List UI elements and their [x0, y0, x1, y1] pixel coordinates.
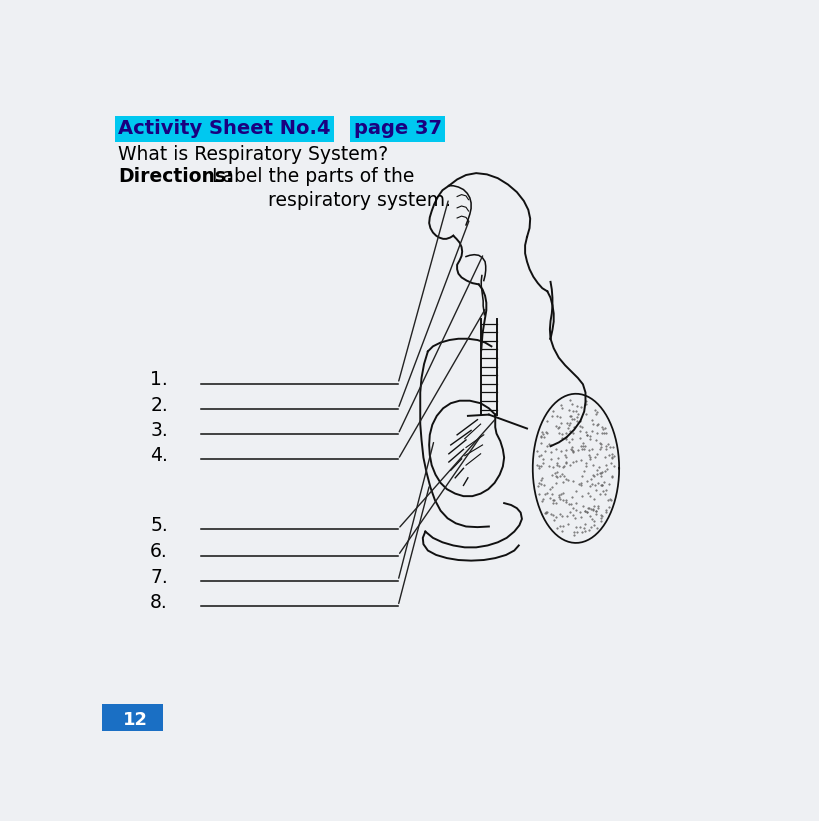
FancyBboxPatch shape	[102, 704, 163, 731]
Text: page 37: page 37	[353, 119, 441, 139]
Text: 6.: 6.	[150, 543, 168, 562]
Text: Label the parts of the: Label the parts of the	[206, 167, 414, 186]
Text: 8.: 8.	[150, 593, 168, 612]
Text: Directions:: Directions:	[118, 167, 233, 186]
Text: 12: 12	[123, 711, 147, 729]
Text: respiratory system.: respiratory system.	[267, 191, 450, 210]
Text: 4.: 4.	[150, 446, 168, 466]
Text: 7.: 7.	[150, 567, 168, 586]
Text: 1.: 1.	[150, 370, 168, 389]
Text: 3.: 3.	[150, 421, 168, 440]
Text: 5.: 5.	[150, 516, 168, 534]
Text: 2.: 2.	[150, 396, 168, 415]
Text: What is Respiratory System?: What is Respiratory System?	[118, 144, 388, 163]
Text: Activity Sheet No.4: Activity Sheet No.4	[118, 119, 331, 139]
